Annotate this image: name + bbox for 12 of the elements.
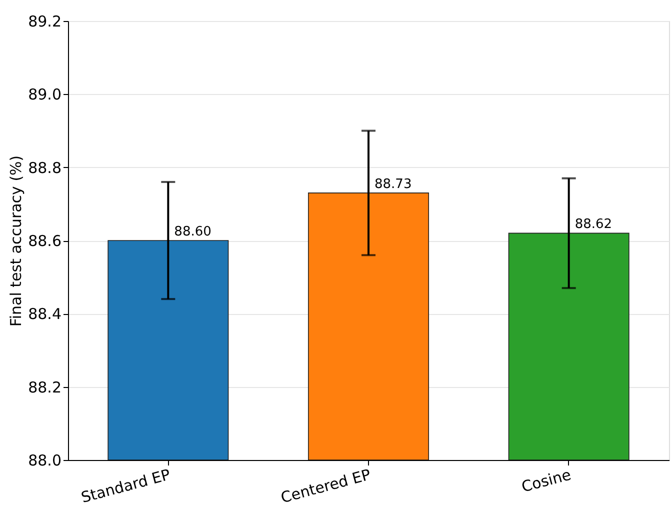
y-tick-label: 88.8 <box>28 158 62 177</box>
x-tick-label: Cosine <box>520 466 573 496</box>
data-label: 88.73 <box>374 176 412 192</box>
y-axis-title: Final test accuracy (%) <box>7 155 26 327</box>
y-tick-label: 88.0 <box>28 452 62 470</box>
y-tick-label: 88.4 <box>28 305 62 324</box>
data-label: 88.60 <box>174 224 212 240</box>
y-tick-label: 88.2 <box>28 378 62 396</box>
y-tick-label: 89.2 <box>28 12 62 30</box>
y-tick-label: 89.0 <box>28 86 62 104</box>
y-tick-label: 88.6 <box>28 232 62 250</box>
data-label: 88.62 <box>574 217 612 232</box>
